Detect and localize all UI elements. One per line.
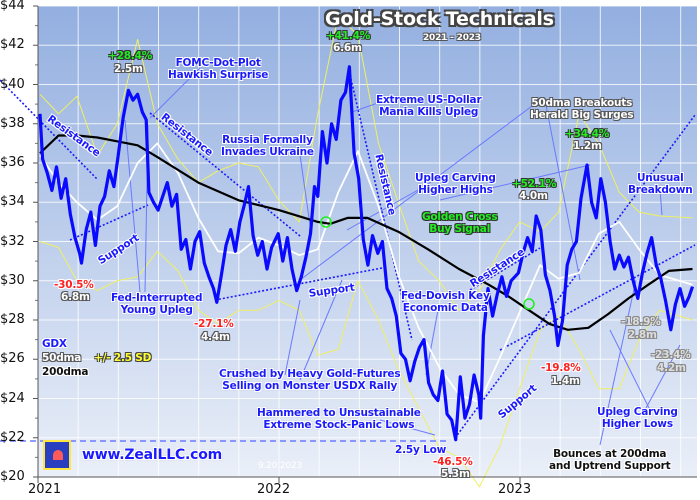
annotation-arrow (544, 99, 581, 281)
annotation-arrow (346, 189, 419, 231)
annotation-russia: Russia Formally Invades Ukraine (221, 134, 314, 158)
annotation-fed-interrupted: Fed-Interrupted Young Upleg (111, 292, 203, 316)
legend-200dma: 200dma (42, 366, 89, 378)
x-tick-label: 2023 (498, 482, 532, 497)
annotation-arrow (299, 154, 311, 226)
move-vol: 4.2m (657, 362, 686, 374)
annotation-arrow (351, 97, 393, 113)
y-tick-label: $34 (0, 194, 25, 210)
chart-title: Gold-Stock Technicals (325, 8, 554, 30)
annotation-arrow (439, 164, 591, 201)
move-pct: -30.5% (54, 279, 94, 291)
move-vol: 2.8m (628, 329, 657, 341)
y-tick-label: $40 (0, 76, 25, 92)
zeal-logo (43, 440, 71, 470)
move-pct: -27.1% (194, 318, 234, 330)
annotation-arrow (659, 189, 663, 216)
series-200dma (39, 134, 693, 331)
x-tick-label: 2022 (257, 482, 291, 497)
y-tick-label: $20 (0, 469, 25, 484)
series-gdx (38, 65, 695, 442)
annotation-hammered: Hammered to Unsustainable Extreme Stock-… (257, 407, 421, 431)
move-pct: +52.1% (512, 178, 557, 190)
series-50dma (39, 142, 693, 404)
annotation-higher-lows: Upleg Carving Higher Lows (597, 406, 678, 430)
y-tick-label: $24 (0, 390, 25, 406)
move-pct: +34.4% (565, 128, 610, 140)
annotation-arrow (379, 419, 436, 436)
date-stamp: 9.20.2023 (258, 461, 303, 471)
annotation-arrow (124, 119, 141, 293)
annotation-2-5y-low: 2.5y Low (395, 444, 447, 456)
trendline (349, 74, 413, 341)
y-tick-label: $44 (0, 0, 25, 13)
annotation-fomc: FOMC-Dot-Plot Hawkish Surprise (168, 57, 269, 81)
golden-cross-marker (523, 298, 535, 310)
y-tick-label: $32 (0, 233, 25, 249)
annotation-arrow (149, 67, 201, 119)
trendline (0, 79, 99, 181)
move-pct: -23.4% (651, 349, 691, 361)
annotation-arrow (599, 279, 637, 446)
y-tick-label: $38 (0, 115, 25, 131)
move-pct: +41.4% (326, 30, 371, 42)
y-tick-label: $26 (0, 351, 25, 367)
legend-bands: +/- 2.5 SD (94, 352, 152, 364)
annotation-arrow (284, 299, 301, 376)
annotation-bounces: Bounces at 200dma and Uptrend Support (549, 448, 671, 472)
series-upper-band (39, 15, 693, 311)
move-vol: 6.8m (61, 291, 90, 303)
annotation-usd: Extreme US-Dollar Mania Kills Upleg (376, 94, 482, 118)
legend-gdx: GDX (42, 338, 67, 350)
logo-text: www.ZealLLC.com (82, 447, 223, 463)
annotation-arrow (609, 329, 651, 411)
move-pct: -46.5% (433, 456, 473, 468)
annotation-crushed: Crushed by Heavy Gold-Futures Selling on… (219, 368, 401, 392)
move-vol: 4.4m (201, 331, 230, 343)
y-tick-label: $42 (0, 37, 25, 53)
trendline (499, 244, 696, 351)
series-lower-band (39, 241, 693, 488)
move-vol: 4.0m (519, 190, 548, 202)
trendline (469, 247, 541, 291)
move-vol: 1.4m (551, 375, 580, 387)
annotation-arrow (299, 99, 541, 281)
move-vol: 1.2m (573, 140, 602, 152)
move-pct: +28.4% (108, 50, 153, 62)
y-tick-label: $22 (0, 429, 25, 445)
chart-subtitle: 2021 - 2023 (423, 33, 481, 43)
golden-cross-marker (320, 216, 332, 228)
move-vol: 6.6m (333, 42, 362, 54)
trendline (149, 112, 301, 237)
x-tick-label: 2021 (28, 482, 62, 497)
move-vol: 5.3m (441, 468, 470, 480)
y-tick-label: $36 (0, 155, 25, 170)
annotation-arrow (644, 344, 681, 411)
trendline (454, 114, 696, 439)
move-pct: -19.8% (541, 362, 581, 374)
annotation-fed-dovish: Fed-Dovish Key Economic Data (401, 290, 490, 314)
y-tick-label: $28 (0, 312, 25, 327)
annotation-higher-highs: Upleg Carving Higher Highs (415, 172, 496, 196)
annotation-arrow (299, 279, 343, 381)
y-tick-label: $30 (0, 272, 25, 288)
move-vol: 2.5m (114, 63, 143, 75)
annotation-golden-cross: Golden Cross Buy Signal (422, 211, 498, 235)
legend-50dma: 50dma (42, 352, 82, 364)
annotation-breakouts: 50dma Breakouts Herald Big Surges (530, 97, 634, 121)
move-pct: -18.9% (621, 316, 661, 328)
annotation-breakdown: Unusual Breakdown (628, 172, 693, 196)
